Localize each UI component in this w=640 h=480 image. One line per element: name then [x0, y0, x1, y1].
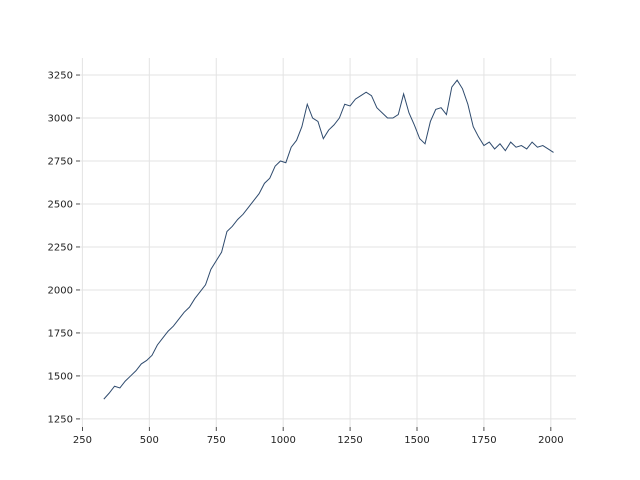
- y-tick-label: 1500: [48, 371, 73, 382]
- x-tick-label: 2000: [538, 435, 563, 446]
- y-tick-label: 3250: [48, 71, 73, 82]
- x-tick-label: 1250: [337, 435, 362, 446]
- y-tick-label: 1750: [48, 328, 73, 339]
- line-series: [103, 79, 554, 400]
- x-tick-label: 1000: [270, 435, 295, 446]
- x-tick-label: 1500: [404, 435, 429, 446]
- y-tick-label: 2000: [48, 285, 73, 296]
- y-tick-label: 1250: [48, 414, 73, 425]
- x-tick-label: 750: [207, 435, 226, 446]
- y-tick-label: 2750: [48, 156, 73, 167]
- y-tick-label: 2500: [48, 199, 73, 210]
- x-tick-label: 500: [140, 435, 159, 446]
- y-tick-label: 2250: [48, 242, 73, 253]
- x-tick-label: 250: [73, 435, 92, 446]
- x-tick-label: 1750: [471, 435, 496, 446]
- y-tick-label: 3000: [48, 114, 73, 125]
